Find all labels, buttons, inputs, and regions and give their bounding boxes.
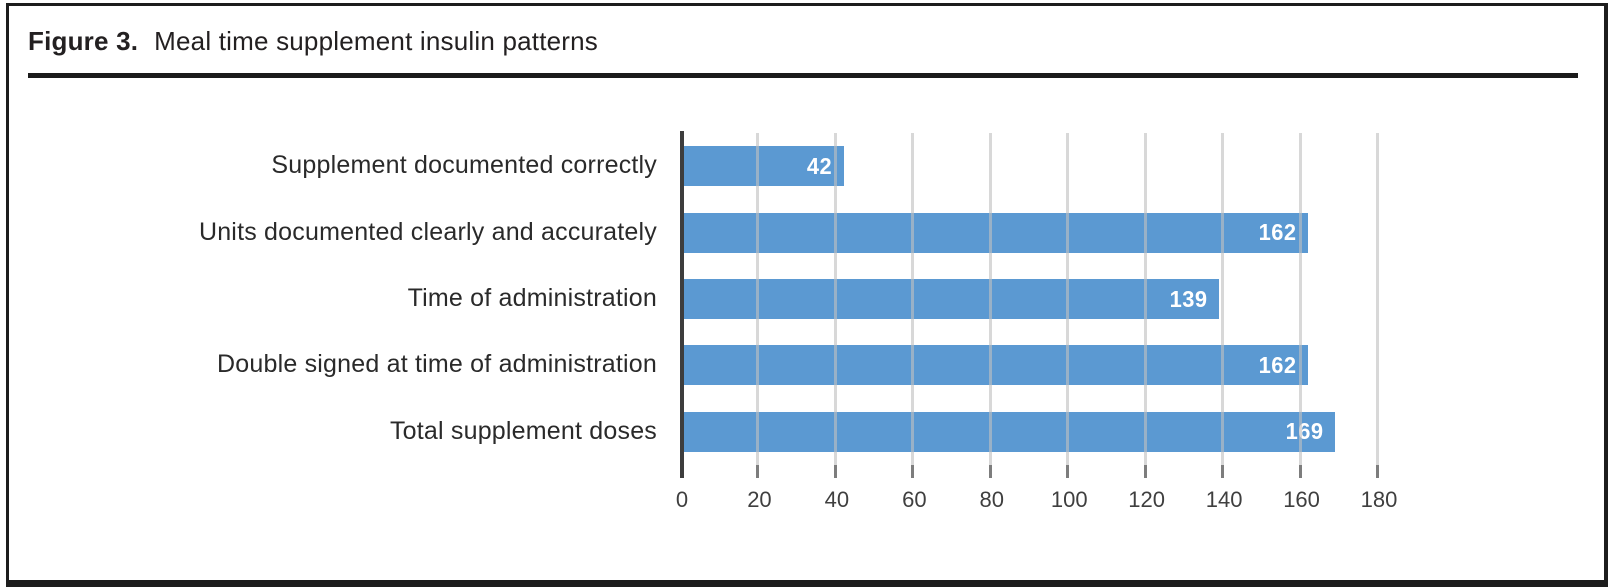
x-axis-tick-160 <box>1298 465 1302 478</box>
bar-5: 169 <box>684 411 1335 452</box>
x-axis-tick-140 <box>1221 465 1225 478</box>
x-axis-tick-label-80: 80 <box>979 487 1005 512</box>
bar-1: 42 <box>684 146 844 187</box>
x-axis-tick-40 <box>833 465 837 478</box>
category-label-1: Supplement documented correctly <box>271 151 657 180</box>
x-axis-tick-label-120: 120 <box>1128 487 1166 512</box>
gridline-100 <box>1066 133 1070 465</box>
gridline-40 <box>833 133 837 465</box>
bar-value-label-1: 42 <box>807 152 833 179</box>
x-axis-tick-120 <box>1143 465 1147 478</box>
x-axis-tick-label-100: 100 <box>1050 487 1088 512</box>
bar-value-label-2: 162 <box>1258 219 1297 246</box>
gridline-120 <box>1143 133 1147 465</box>
bar-value-label-4: 162 <box>1258 351 1297 378</box>
bar-4: 162 <box>684 345 1308 386</box>
gridline-20 <box>756 133 760 465</box>
bar-value-label-5: 169 <box>1285 418 1324 445</box>
x-axis-tick-180 <box>1376 465 1379 478</box>
x-axis-tick-60 <box>911 465 915 478</box>
x-axis-tick-label-20: 20 <box>747 487 772 512</box>
x-axis-tick-100 <box>1066 465 1070 478</box>
x-axis-tick-label-160: 160 <box>1283 487 1320 512</box>
x-axis-tick-label-40: 40 <box>824 487 850 512</box>
figure-title: Figure 3. Meal time supplement insulin pa… <box>28 26 598 57</box>
x-axis-tick-label-180: 180 <box>1360 487 1398 512</box>
x-axis-tick-label-140: 140 <box>1205 487 1243 512</box>
bar-3: 139 <box>684 279 1219 319</box>
gridline-160 <box>1298 133 1302 465</box>
bar-2: 162 <box>684 212 1308 253</box>
gridline-180 <box>1376 133 1379 465</box>
category-label-5: Total supplement doses <box>389 416 657 445</box>
title-divider-rule <box>28 73 1578 78</box>
figure-number-label: Figure 3. <box>28 26 139 56</box>
gridline-60 <box>911 133 915 465</box>
category-label-4: Double signed at time of administration <box>217 350 657 379</box>
x-axis-tick-label-60: 60 <box>902 487 927 512</box>
bar-value-label-3: 139 <box>1169 285 1208 312</box>
gridline-140 <box>1221 133 1225 465</box>
category-label-2: Units documented clearly and accurately <box>198 217 657 246</box>
x-axis-tick-80 <box>988 465 992 478</box>
figure-title-text: Meal time supplement insulin patterns <box>154 26 598 56</box>
x-axis-tick-20 <box>756 465 760 478</box>
category-label-3: Time of administration <box>407 284 657 312</box>
y-axis-line <box>680 131 684 478</box>
gridline-80 <box>988 133 992 465</box>
x-axis-tick-label-0: 0 <box>675 487 689 512</box>
